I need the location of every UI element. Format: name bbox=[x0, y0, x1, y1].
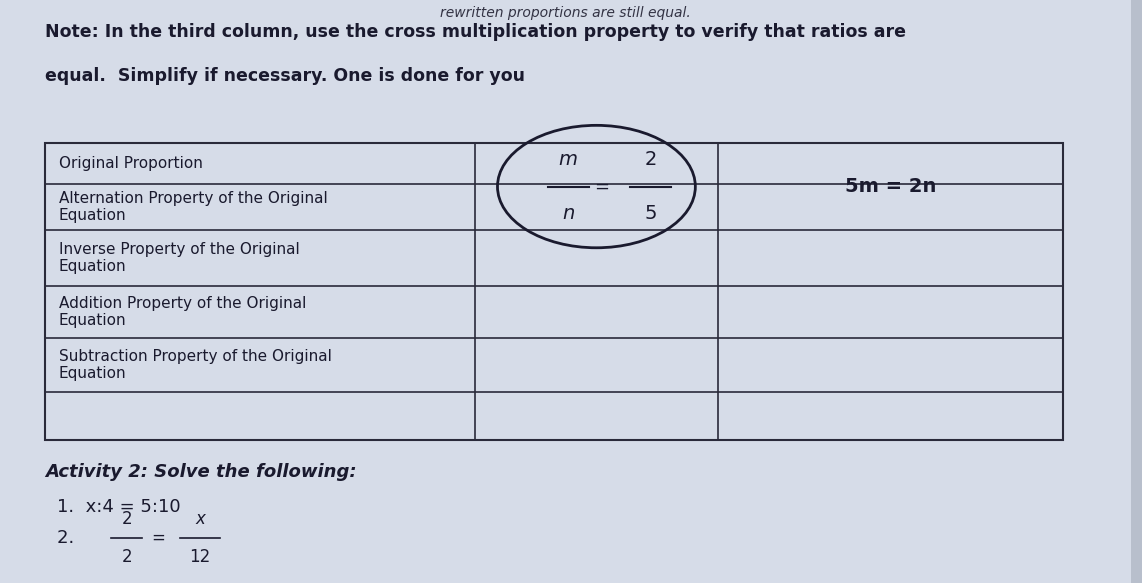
Text: m: m bbox=[558, 150, 578, 169]
Text: Activity 2: Solve the following:: Activity 2: Solve the following: bbox=[46, 463, 356, 482]
Text: Note: In the third column, use the cross multiplication property to verify that : Note: In the third column, use the cross… bbox=[46, 23, 907, 41]
Text: 5: 5 bbox=[644, 204, 657, 223]
Text: Original Proportion: Original Proportion bbox=[58, 156, 202, 171]
Bar bbox=[46, 143, 1063, 440]
Text: n: n bbox=[562, 204, 574, 223]
Text: 2.: 2. bbox=[57, 529, 86, 547]
Text: =: = bbox=[152, 529, 166, 547]
Text: 12: 12 bbox=[190, 548, 211, 566]
Text: 2: 2 bbox=[121, 510, 132, 528]
Text: rewritten proportions are still equal.: rewritten proportions are still equal. bbox=[440, 6, 691, 20]
Text: Subtraction Property of the Original
Equation: Subtraction Property of the Original Equ… bbox=[58, 349, 331, 381]
Text: 1.  x:4 = 5:10: 1. x:4 = 5:10 bbox=[57, 498, 180, 517]
Text: 2: 2 bbox=[121, 548, 132, 566]
Text: 5m = 2n: 5m = 2n bbox=[845, 177, 936, 196]
Text: Alternation Property of the Original
Equation: Alternation Property of the Original Equ… bbox=[58, 191, 328, 223]
Text: Inverse Property of the Original
Equation: Inverse Property of the Original Equatio… bbox=[58, 242, 299, 274]
Text: 2: 2 bbox=[644, 150, 657, 169]
Text: =: = bbox=[595, 178, 610, 195]
Text: x: x bbox=[195, 510, 206, 528]
Text: equal.  Simplify if necessary. One is done for you: equal. Simplify if necessary. One is don… bbox=[46, 67, 525, 85]
Text: Addition Property of the Original
Equation: Addition Property of the Original Equati… bbox=[58, 296, 306, 328]
